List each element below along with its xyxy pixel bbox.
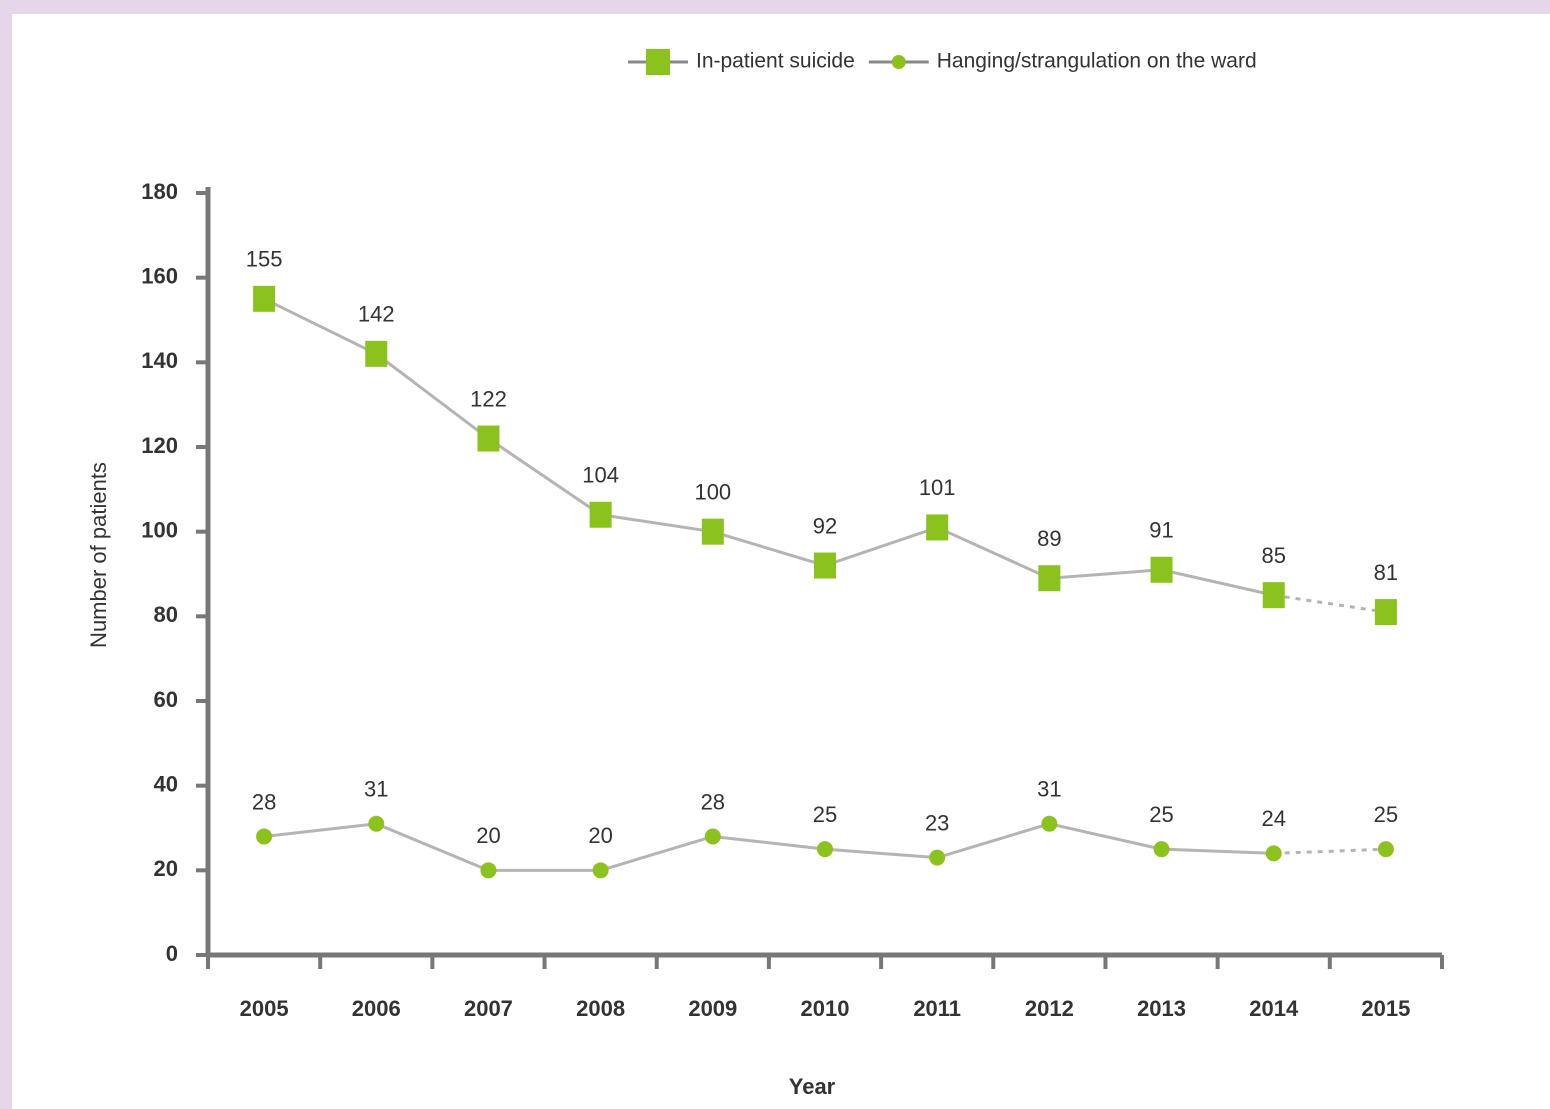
marker (1038, 565, 1061, 592)
x-tick-label: 2013 (1137, 996, 1186, 1021)
marker (1374, 599, 1397, 626)
marker (480, 862, 497, 879)
data-label: 81 (1374, 560, 1398, 585)
marker (477, 425, 500, 452)
marker (1262, 582, 1285, 609)
y-axis-label: Number of patients (86, 462, 111, 648)
x-tick-label: 2006 (352, 996, 401, 1021)
x-axis-label: Year (789, 1074, 836, 1099)
marker (253, 285, 276, 312)
data-label: 20 (476, 823, 500, 848)
legend-label: In-patient suicide (696, 50, 855, 73)
data-label: 25 (1374, 802, 1398, 827)
data-label: 85 (1261, 543, 1285, 568)
marker (1265, 845, 1282, 862)
marker (1041, 815, 1058, 832)
data-label: 28 (252, 789, 276, 814)
y-tick-label: 60 (154, 687, 178, 712)
marker (1377, 841, 1394, 858)
x-tick-label: 2009 (688, 996, 737, 1021)
marker (365, 340, 388, 367)
data-label: 31 (364, 777, 388, 802)
data-label: 101 (919, 475, 956, 500)
y-tick-label: 20 (154, 856, 178, 881)
y-tick-label: 100 (141, 517, 178, 542)
data-label: 122 (470, 386, 507, 411)
x-tick-label: 2005 (240, 996, 289, 1021)
y-tick-label: 40 (154, 771, 178, 796)
data-label: 28 (701, 789, 725, 814)
marker (1150, 556, 1173, 583)
marker (1153, 841, 1170, 858)
legend-marker (646, 49, 670, 75)
x-tick-label: 2011 (913, 996, 961, 1021)
y-tick-label: 160 (141, 263, 178, 288)
data-label: 104 (582, 463, 619, 488)
series-line (263, 297, 1275, 597)
series-line-dashed (1273, 593, 1387, 614)
marker (814, 552, 836, 579)
x-tick-label: 2007 (464, 996, 513, 1021)
legend-marker (891, 55, 906, 69)
marker (368, 815, 385, 832)
x-tick-label: 2010 (801, 996, 850, 1021)
marker (926, 514, 949, 541)
y-tick-label: 80 (154, 602, 178, 627)
legend-label: Hanging/strangulation on the ward (937, 50, 1257, 73)
y-tick-label: 120 (141, 433, 178, 458)
data-label: 92 (813, 513, 837, 538)
y-tick-label: 0 (166, 941, 178, 966)
series-line (263, 822, 1274, 872)
data-label: 20 (588, 823, 612, 848)
y-tick-label: 180 (141, 179, 178, 204)
x-tick-label: 2012 (1025, 996, 1074, 1021)
marker (704, 828, 721, 845)
data-label: 100 (694, 479, 731, 504)
marker (592, 862, 609, 879)
data-label: 31 (1037, 777, 1061, 802)
data-label: 89 (1037, 526, 1061, 551)
x-tick-label: 2014 (1249, 996, 1299, 1021)
chart-background (12, 14, 1550, 1109)
data-label: 142 (358, 302, 395, 327)
marker (701, 518, 724, 545)
data-label: 155 (246, 247, 283, 272)
data-label: 24 (1261, 806, 1285, 831)
marker (256, 828, 273, 845)
data-label: 23 (925, 810, 949, 835)
x-tick-label: 2008 (576, 996, 625, 1021)
series-line-dashed (1273, 847, 1386, 855)
marker (817, 841, 833, 858)
x-tick-label: 2015 (1361, 996, 1410, 1021)
data-label: 25 (1149, 802, 1173, 827)
marker (589, 501, 612, 528)
marker (929, 849, 946, 866)
data-label: 25 (813, 802, 837, 827)
y-tick-label: 140 (141, 348, 178, 373)
data-label: 91 (1149, 518, 1173, 543)
